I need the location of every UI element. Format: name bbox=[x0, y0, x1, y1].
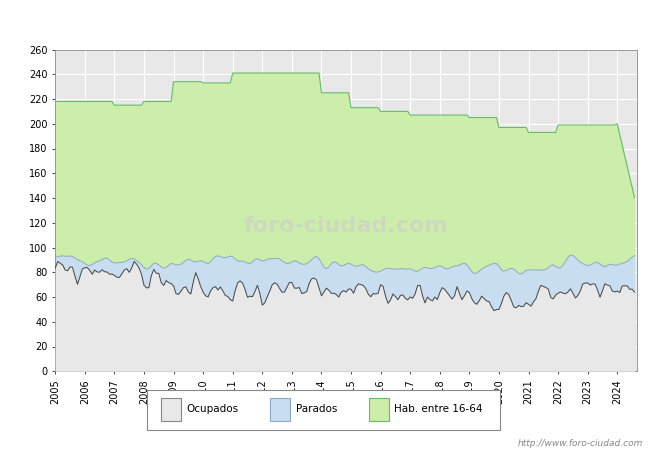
Text: foro-ciudad.com: foro-ciudad.com bbox=[244, 216, 448, 236]
Text: Ocupados: Ocupados bbox=[187, 404, 239, 414]
FancyBboxPatch shape bbox=[147, 390, 500, 430]
Bar bbox=[270, 398, 291, 421]
Text: Parados: Parados bbox=[296, 404, 337, 414]
Text: http://www.foro-ciudad.com: http://www.foro-ciudad.com bbox=[518, 439, 644, 448]
Text: Hab. entre 16-64: Hab. entre 16-64 bbox=[394, 404, 483, 414]
Text: Vistabella del Maestrat - Evolucion de la poblacion en edad de Trabajar Agosto d: Vistabella del Maestrat - Evolucion de l… bbox=[29, 18, 621, 29]
Bar bbox=[161, 398, 181, 421]
Bar bbox=[369, 398, 389, 421]
